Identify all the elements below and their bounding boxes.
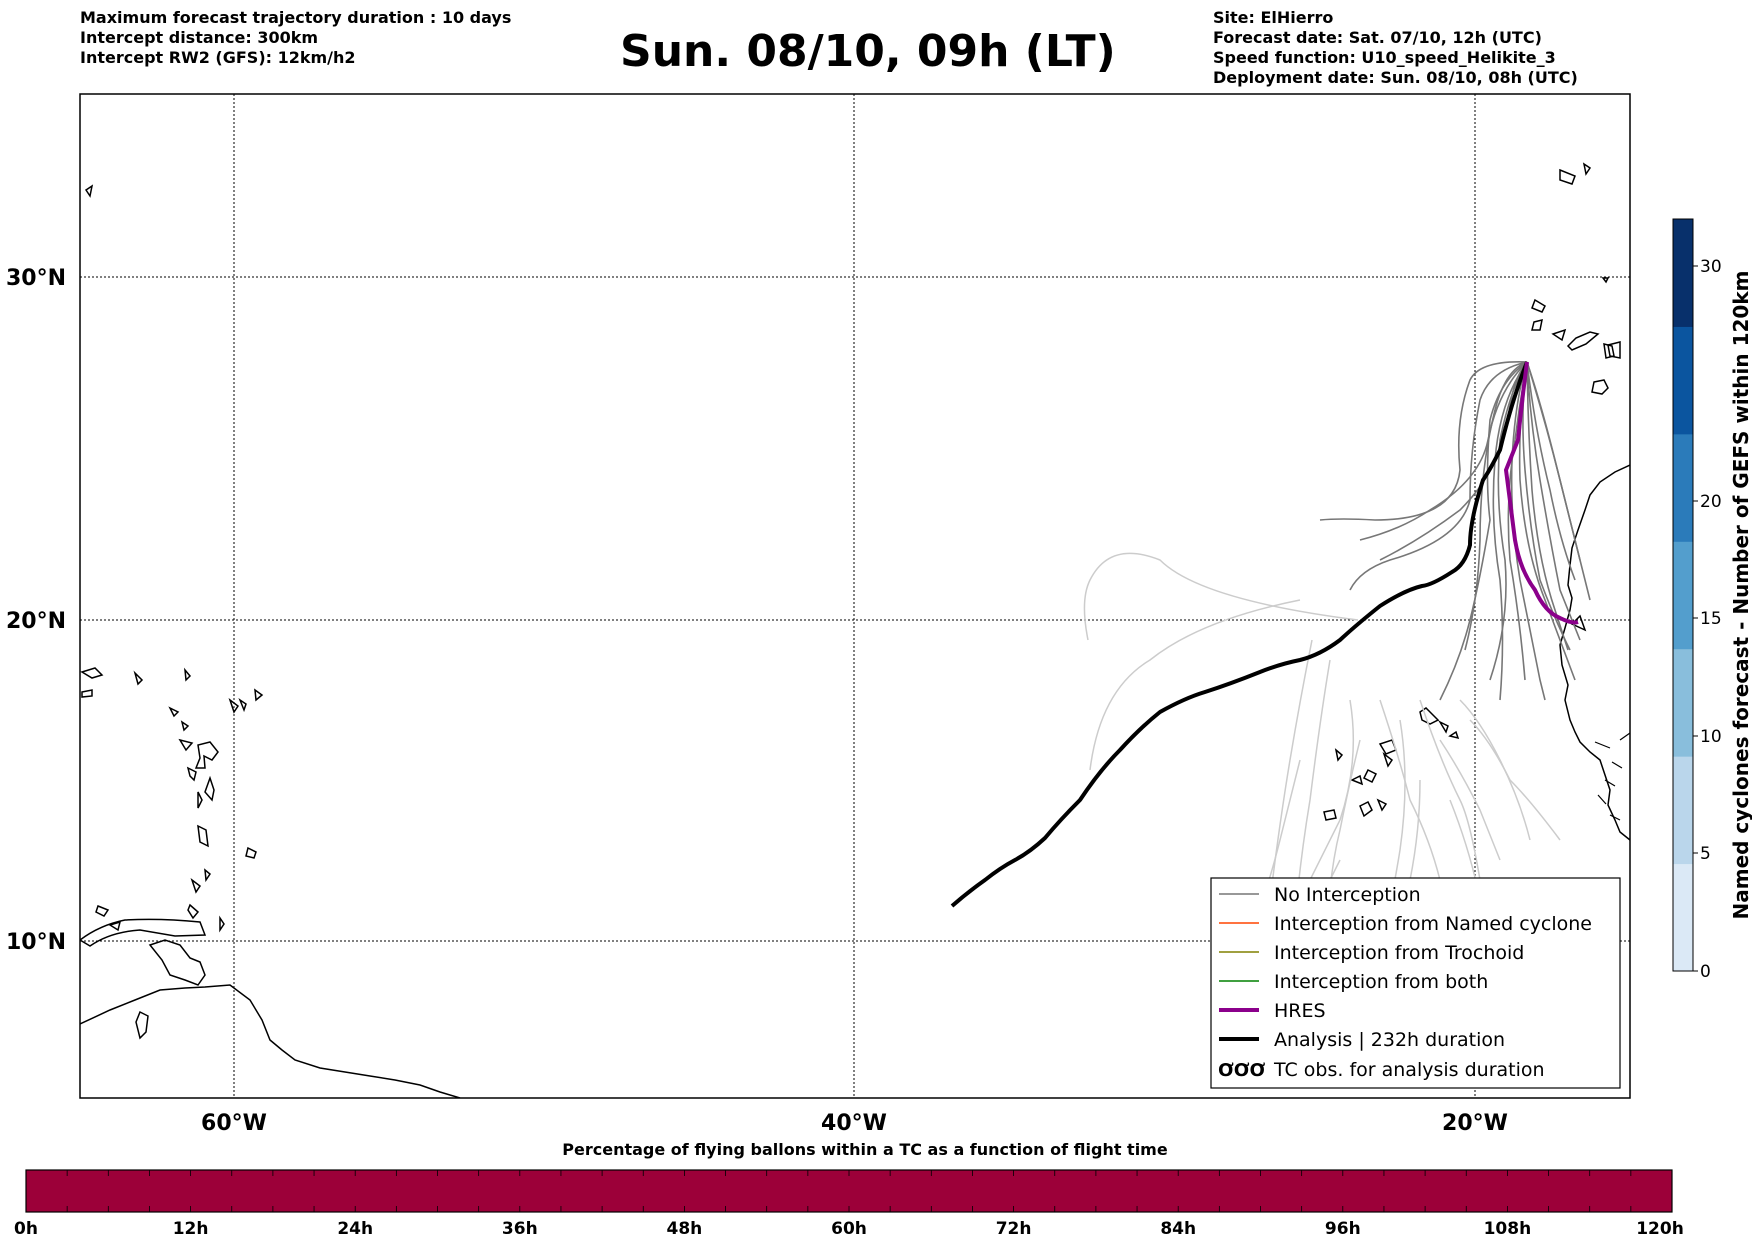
pct-bar: 0h 12h 24h 36h 48h 60h 72h 84h 96h 108h … xyxy=(14,1169,1684,1239)
lat-tick-label: 10°N xyxy=(6,930,66,955)
pct-tick-label: 84h xyxy=(1160,1219,1196,1239)
lon-tick-label: 40°W xyxy=(821,1111,887,1136)
colorbar-tick-label: 20 xyxy=(1700,492,1722,512)
header-right-line: Deployment date: Sun. 08/10, 08h (UTC) xyxy=(1213,68,1578,87)
colorbar-segment xyxy=(1673,756,1693,865)
header-right: Site: ElHierro Forecast date: Sat. 07/10… xyxy=(1213,8,1578,88)
coast-west-africa xyxy=(1559,464,1630,841)
colorbar-segment xyxy=(1673,219,1693,327)
colorbar-segment xyxy=(1673,326,1693,435)
legend-tc-symbol-icon: ƠƠƠ xyxy=(1218,1060,1265,1081)
colorbar-tick-label: 10 xyxy=(1700,727,1722,747)
coast-santo-antao xyxy=(1419,707,1440,725)
colorbar-frame xyxy=(1672,218,1694,972)
header-right-line: Site: ElHierro xyxy=(1213,8,1334,27)
pct-tick-label: 72h xyxy=(996,1219,1032,1239)
coastline-africa xyxy=(1323,162,1630,841)
pct-tick-label: 36h xyxy=(502,1219,538,1239)
legend-label: TC obs. for analysis duration xyxy=(1273,1059,1545,1081)
pct-tick-label: 0h xyxy=(14,1219,38,1239)
colorbar-tick-label: 5 xyxy=(1700,844,1711,864)
colorbar-segment xyxy=(1673,863,1693,972)
colorbar-segment xyxy=(1673,648,1693,757)
pct-tick-label: 60h xyxy=(831,1219,867,1239)
legend: No Interception Interception from Named … xyxy=(1210,877,1621,1089)
coast-caribbean-coast xyxy=(80,918,207,947)
coast-lake-maracaibo xyxy=(135,1010,149,1040)
legend-label: No Interception xyxy=(1274,884,1421,906)
analysis-trajectory xyxy=(950,361,1529,908)
lon-tick-label: 20°W xyxy=(1442,1111,1508,1136)
legend-label: Interception from both xyxy=(1274,971,1488,993)
colorbar: 0 5 10 15 20 30 Named cyclones forecast … xyxy=(1672,218,1752,982)
legend-label: Interception from Named cyclone xyxy=(1274,913,1592,935)
coast-south-america xyxy=(80,984,461,1098)
pct-tick-label: 120h xyxy=(1636,1219,1684,1239)
header-right-line: Forecast date: Sat. 07/10, 12h (UTC) xyxy=(1213,28,1542,47)
pct-tick-label: 96h xyxy=(1325,1219,1361,1239)
header-left-line: Intercept distance: 300km xyxy=(80,28,319,47)
lon-tick-label: 60°W xyxy=(201,1111,267,1136)
pct-bar-fill xyxy=(25,1169,1673,1213)
hres-trajectory xyxy=(1503,361,1579,625)
colorbar-segment xyxy=(1673,541,1693,650)
legend-label: Analysis | 232h duration xyxy=(1274,1029,1505,1051)
coast-la-gomera xyxy=(1551,328,1567,342)
coast-trinidad xyxy=(148,939,206,986)
lat-tick-label: 30°N xyxy=(6,266,66,291)
colorbar-tick-label: 30 xyxy=(1700,257,1722,277)
pct-tick-label: 12h xyxy=(173,1219,209,1239)
colorbar-tick-label: 0 xyxy=(1700,962,1711,982)
coast-fuerteventura xyxy=(1591,379,1609,395)
pct-tick-label: 108h xyxy=(1484,1219,1532,1239)
colorbar-tick-label: 15 xyxy=(1700,609,1722,629)
coast-la-palma xyxy=(1531,318,1543,331)
pct-bar-ticks xyxy=(66,1170,1632,1212)
legend-label: HRES xyxy=(1274,1000,1326,1022)
header-left-line: Maximum forecast trajectory duration : 1… xyxy=(80,8,512,27)
pct-tick-label: 24h xyxy=(337,1219,373,1239)
coast-tenerife xyxy=(1566,331,1600,351)
pct-tick-label: 48h xyxy=(667,1219,703,1239)
lat-tick-label: 20°N xyxy=(6,609,66,634)
map-title: Sun. 08/10, 09h (LT) xyxy=(620,26,1116,77)
pct-bar-title: Percentage of flying ballons within a TC… xyxy=(562,1140,1168,1159)
trajectories-no-interception xyxy=(1319,361,1591,701)
colorbar-segment xyxy=(1673,433,1693,542)
coast-fogo xyxy=(1323,809,1337,821)
colorbar-segments xyxy=(1673,219,1693,972)
coast-santiago xyxy=(1359,800,1373,818)
map-frame xyxy=(79,93,1631,1099)
header-left: Maximum forecast trajectory duration : 1… xyxy=(80,8,511,68)
coastline-caribbean xyxy=(80,184,461,1098)
legend-label: Interception from Trochoid xyxy=(1274,942,1524,964)
header-left-line: Intercept RW2 (GFS): 12km/h2 xyxy=(80,48,356,67)
header-right-line: Speed function: U10_speed_Helikite_3 xyxy=(1213,48,1556,67)
legend-box xyxy=(1210,877,1621,1089)
colorbar-label: Named cyclones forecast - Number of GEFS… xyxy=(1729,271,1752,920)
